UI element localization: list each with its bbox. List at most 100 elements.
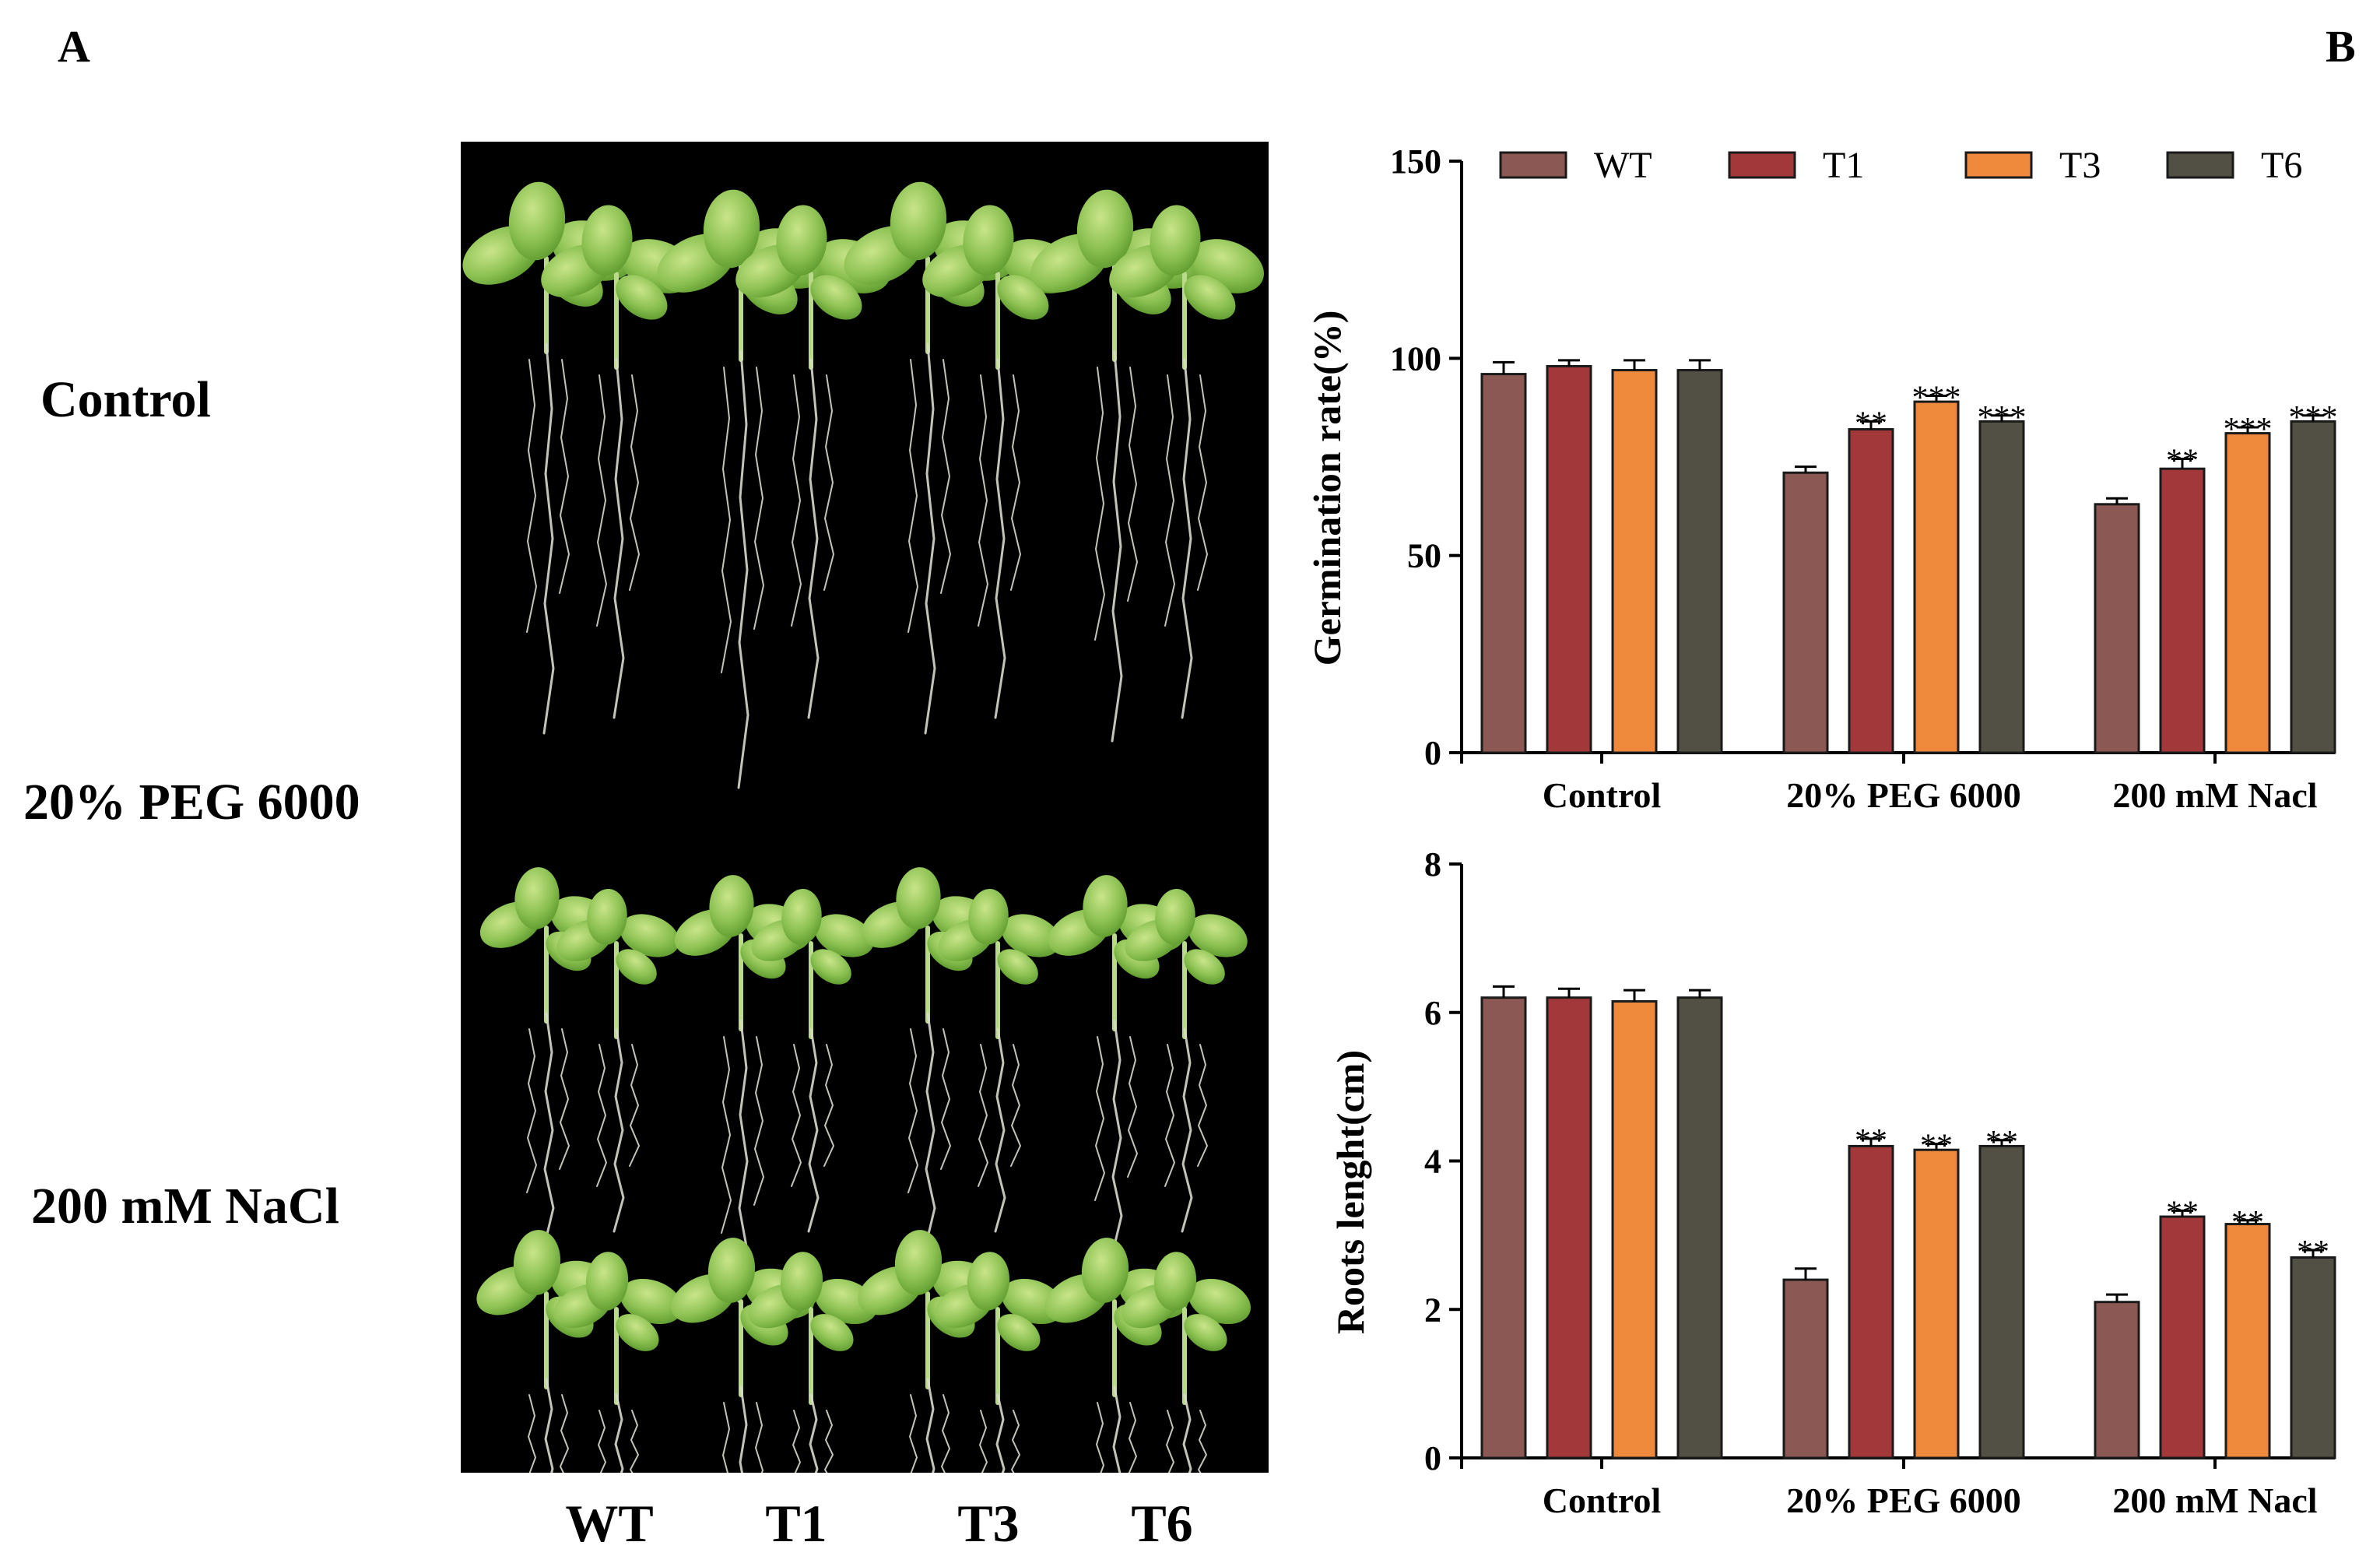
bar-T3: [2224, 1223, 2271, 1459]
bar-T6: [1978, 420, 2025, 754]
bar-T3: [1611, 369, 1658, 754]
significance-marker: ***: [2224, 412, 2273, 448]
bar-T1: [1546, 364, 1592, 754]
root-shape: [1197, 374, 1209, 591]
leaf-shape: [616, 1314, 659, 1351]
root-shape: [978, 1044, 989, 1187]
root-shape: [1010, 374, 1022, 591]
y-axis-title: Germination rate(%): [1305, 311, 1349, 666]
significance-marker: **: [1985, 1125, 2018, 1161]
leaf-shape: [514, 867, 560, 929]
bar-T1: [2159, 1215, 2206, 1459]
root-shape: [1094, 1036, 1106, 1201]
root-shape: [823, 374, 835, 591]
leaf-shape: [963, 205, 1014, 276]
x-category-label: Control: [1543, 775, 1662, 815]
row-label-nacl: 200 mM NaCl: [31, 1178, 339, 1235]
root-shape: [526, 1028, 538, 1193]
leaf-shape: [620, 1278, 683, 1325]
y-tick-label: 150: [1390, 142, 1441, 181]
legend-label-T3: T3: [2059, 145, 2101, 186]
leaf-shape: [997, 275, 1049, 320]
root-shape: [907, 359, 919, 633]
y-tick-label: 6: [1424, 994, 1441, 1032]
root-shape: [807, 1027, 820, 1233]
leaf-shape: [997, 1314, 1041, 1351]
root-shape: [753, 1036, 765, 1206]
leaf-shape: [1184, 1314, 1227, 1351]
significance-marker: **: [2297, 1235, 2329, 1270]
bar-T3: [1611, 999, 1658, 1459]
bar-WT: [1782, 471, 1829, 754]
bar-T6: [1676, 369, 1723, 754]
leaf-shape: [1184, 949, 1225, 985]
legend-swatch-T1: [1728, 151, 1796, 179]
leaf-shape: [1153, 1252, 1197, 1311]
y-tick-label: 0: [1424, 1439, 1441, 1477]
y-tick-label: 4: [1424, 1143, 1441, 1181]
root-shape: [940, 359, 952, 594]
x-category-label: 20% PEG 6000: [1786, 775, 2021, 815]
leaf-shape: [890, 181, 947, 261]
legend-label-T6: T6: [2261, 145, 2302, 186]
leaf-shape: [581, 205, 633, 276]
root-shape: [526, 359, 538, 633]
leaf-shape: [1001, 914, 1061, 957]
root-shape: [542, 342, 555, 735]
x-category-label: 200 mM Nacl: [2112, 1480, 2317, 1520]
root-shape: [559, 1028, 570, 1170]
col-label-t6: T6: [1131, 1494, 1193, 1553]
leaf-shape: [616, 275, 668, 320]
root-shape: [924, 1012, 936, 1249]
leaf-shape: [894, 1230, 943, 1295]
root-shape: [1181, 358, 1193, 719]
leaf-shape: [776, 205, 827, 276]
root-shape: [994, 358, 1006, 719]
bar-T1: [1848, 428, 1894, 754]
chart-2: 0 2 4 6 8 Roots lenght(cm) Control 20% PEG 6000…: [1329, 845, 2336, 1520]
leaf-shape: [709, 875, 754, 937]
root-shape: [807, 358, 820, 719]
legend-label-T1: T1: [1823, 145, 1864, 186]
legend-swatch-T6: [2166, 151, 2234, 179]
root-shape: [613, 1027, 625, 1233]
significance-marker: **: [2166, 1195, 2199, 1231]
leaf-shape: [1184, 275, 1236, 320]
root-shape: [940, 1028, 952, 1170]
leaf-shape: [814, 914, 874, 957]
bar-T1: [1848, 1144, 1894, 1459]
root-shape: [1127, 1036, 1139, 1178]
root-shape: [596, 1044, 608, 1187]
root-shape: [924, 342, 936, 735]
y-tick-label: 8: [1424, 845, 1441, 883]
leaf-shape: [1150, 205, 1201, 276]
root-shape: [1127, 367, 1139, 602]
significance-marker: **: [1920, 1129, 1953, 1164]
bar-WT: [2094, 1301, 2140, 1459]
root-shape: [1094, 367, 1106, 641]
significance-marker: **: [1855, 406, 1887, 441]
root-shape: [1164, 374, 1176, 627]
leaf-shape: [810, 275, 862, 320]
root-shape: [1197, 1044, 1209, 1167]
bar-T3: [1913, 400, 1960, 754]
significance-marker: **: [2166, 444, 2199, 479]
leaf-shape: [1081, 1238, 1129, 1303]
root-shape: [1111, 350, 1123, 743]
significance-marker: **: [2231, 1205, 2264, 1241]
leaf-shape: [1076, 189, 1134, 269]
chart-1: 0 50 100 150 Germination rate(%) Control 20% P…: [1305, 142, 2338, 815]
root-shape: [559, 359, 570, 594]
leaf-shape: [967, 1252, 1010, 1311]
bar-T6: [1978, 1144, 2025, 1459]
y-axis-title: Roots lenght(cm): [1329, 1050, 1372, 1334]
leaf-shape: [703, 189, 760, 269]
leaf-shape: [585, 1252, 629, 1311]
root-shape: [1010, 1044, 1022, 1167]
bar-T3: [2224, 432, 2271, 754]
root-shape: [1181, 1027, 1193, 1233]
leaf-shape: [997, 949, 1038, 985]
root-shape: [791, 1044, 802, 1187]
y-tick-label: 100: [1390, 339, 1441, 378]
